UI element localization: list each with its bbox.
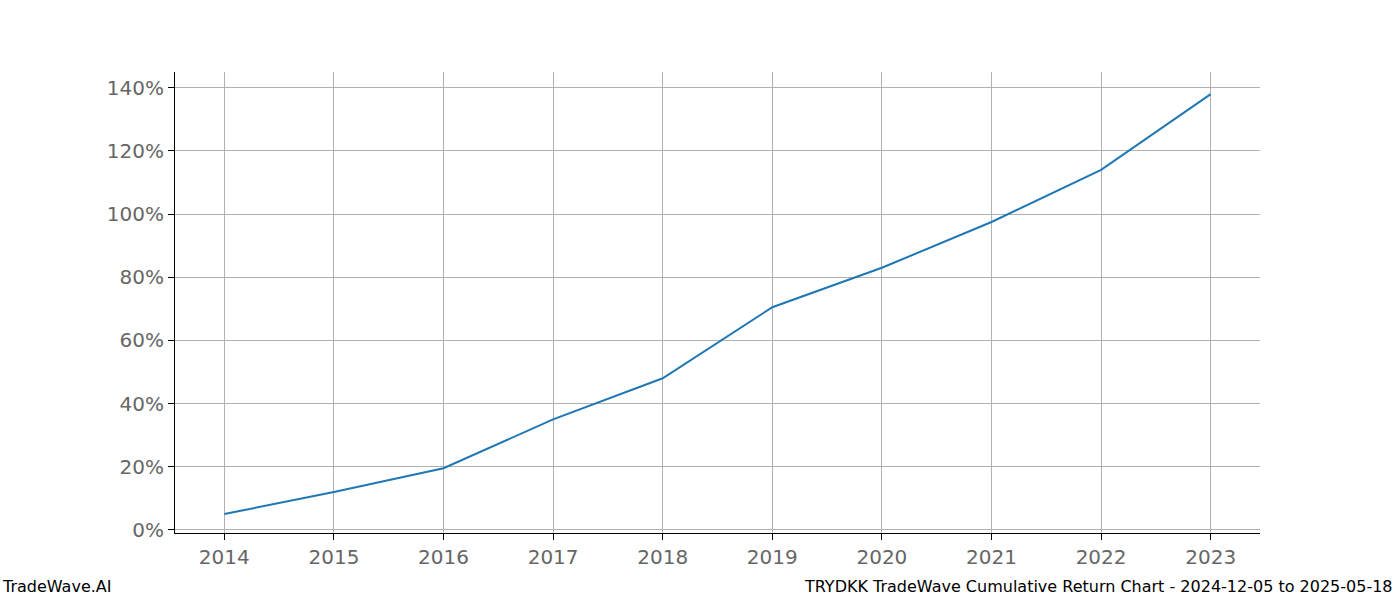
svg-text:100%: 100% — [107, 202, 164, 226]
svg-text:2023: 2023 — [1185, 545, 1236, 569]
svg-text:2018: 2018 — [637, 545, 688, 569]
svg-text:2022: 2022 — [1076, 545, 1127, 569]
svg-text:2020: 2020 — [856, 545, 907, 569]
svg-text:120%: 120% — [107, 139, 164, 163]
svg-text:2019: 2019 — [747, 545, 798, 569]
svg-text:60%: 60% — [120, 328, 164, 352]
svg-text:TRYDKK TradeWave Cumulative Re: TRYDKK TradeWave Cumulative Return Chart… — [804, 577, 1393, 596]
svg-text:140%: 140% — [107, 76, 164, 100]
svg-text:40%: 40% — [120, 392, 164, 416]
svg-text:2017: 2017 — [528, 545, 579, 569]
svg-text:2015: 2015 — [308, 545, 359, 569]
svg-text:80%: 80% — [120, 265, 164, 289]
svg-text:2014: 2014 — [199, 545, 250, 569]
svg-text:20%: 20% — [120, 455, 164, 479]
svg-text:0%: 0% — [132, 518, 164, 542]
svg-text:TradeWave.AI: TradeWave.AI — [2, 577, 111, 596]
svg-text:2016: 2016 — [418, 545, 469, 569]
svg-text:2021: 2021 — [966, 545, 1017, 569]
